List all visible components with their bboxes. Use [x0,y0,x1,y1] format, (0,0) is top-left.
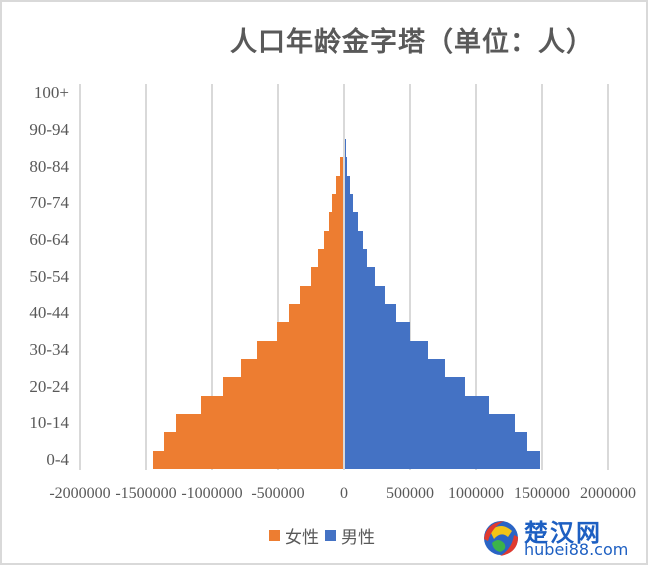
bar-female-65-69 [329,212,344,232]
bar-male-75-79 [345,175,351,195]
gridline [211,84,213,470]
legend-label-female: 女性 [285,527,319,547]
bar-male-30-34 [345,340,429,360]
watermark-domain: hubei88.com [524,540,629,559]
bar-female-15-19 [201,395,344,415]
x-tick-label: 500000 [386,485,434,502]
bar-female-30-34 [256,340,344,360]
gridline [541,84,543,470]
bar-male-45-49 [345,285,385,305]
x-tick-label: 2000000 [580,485,636,502]
legend-item-female: 女性 [269,523,319,548]
bar-male-15-19 [345,395,489,415]
y-tick-label: 40-44 [29,303,69,323]
bar-female-55-59 [317,249,344,268]
y-tick-label: 30-34 [29,339,69,359]
bar-male-5-9 [345,432,528,452]
bar-female-75-79 [336,175,344,195]
x-tick-label: -1000000 [181,485,243,502]
x-tick-label: 1500000 [514,485,570,502]
y-tick-label: 20-24 [29,376,69,396]
watermark: 楚汉网 hubei88.com [480,515,645,563]
gridline [475,84,477,470]
legend-swatch-female [269,529,280,541]
y-tick-label: 10-14 [29,413,69,433]
x-tick-label: -1500000 [115,485,177,502]
x-tick-label: 1000000 [448,485,504,502]
bar-male-55-59 [345,249,368,268]
y-tick-label: 90-94 [29,119,69,139]
gridline [79,84,81,470]
chart-title: 人口年龄金字塔（单位：人） [230,27,594,58]
bar-female-10-14 [176,414,344,433]
bar-female-20-24 [222,377,344,397]
y-tick-label: 50-54 [29,266,69,286]
gridline [607,84,609,470]
bar-male-60-64 [345,230,364,250]
legend-label-male: 男性 [341,527,375,547]
watermark-name: 楚汉网 [524,519,602,547]
y-tick-label: 70-74 [29,193,69,213]
bar-female-25-29 [241,359,344,378]
center-axis [343,84,345,470]
bar-male-0-4 [345,450,541,470]
y-tick-label: 100+ [33,83,69,103]
bar-female-70-74 [332,194,344,213]
bar-male-50-54 [345,267,376,287]
bar-male-80-84 [345,157,347,177]
bar-male-35-39 [345,322,410,342]
legend-item-male: 男性 [325,523,375,548]
legend: 女性 男性 [269,523,381,548]
bar-female-0-4 [152,450,344,470]
bar-male-10-14 [345,414,516,433]
bar-female-40-44 [288,304,344,323]
bar-female-80-84 [340,157,344,177]
bar-male-70-74 [345,194,353,213]
x-tick-label: 0 [340,485,348,502]
bar-male-85-89 [345,139,347,158]
bar-male-25-29 [345,359,446,378]
bar-female-5-9 [164,432,344,452]
x-tick-label: -2000000 [49,485,111,502]
bar-female-35-39 [276,322,344,342]
bar-male-40-44 [345,304,397,323]
y-tick-label: 0-4 [46,449,69,469]
bar-male-65-69 [345,212,359,232]
legend-swatch-male [325,529,336,541]
y-tick-label: 60-64 [29,229,69,249]
bar-female-50-54 [311,267,344,287]
gridline [277,84,279,470]
globe-logo-icon [484,521,518,556]
bar-female-60-64 [324,230,344,250]
bar-female-45-49 [300,285,344,305]
x-tick-label: -500000 [251,485,305,502]
gridline [409,84,411,470]
bar-male-20-24 [345,377,466,397]
gridline [145,84,147,470]
y-tick-label: 80-84 [29,156,69,176]
